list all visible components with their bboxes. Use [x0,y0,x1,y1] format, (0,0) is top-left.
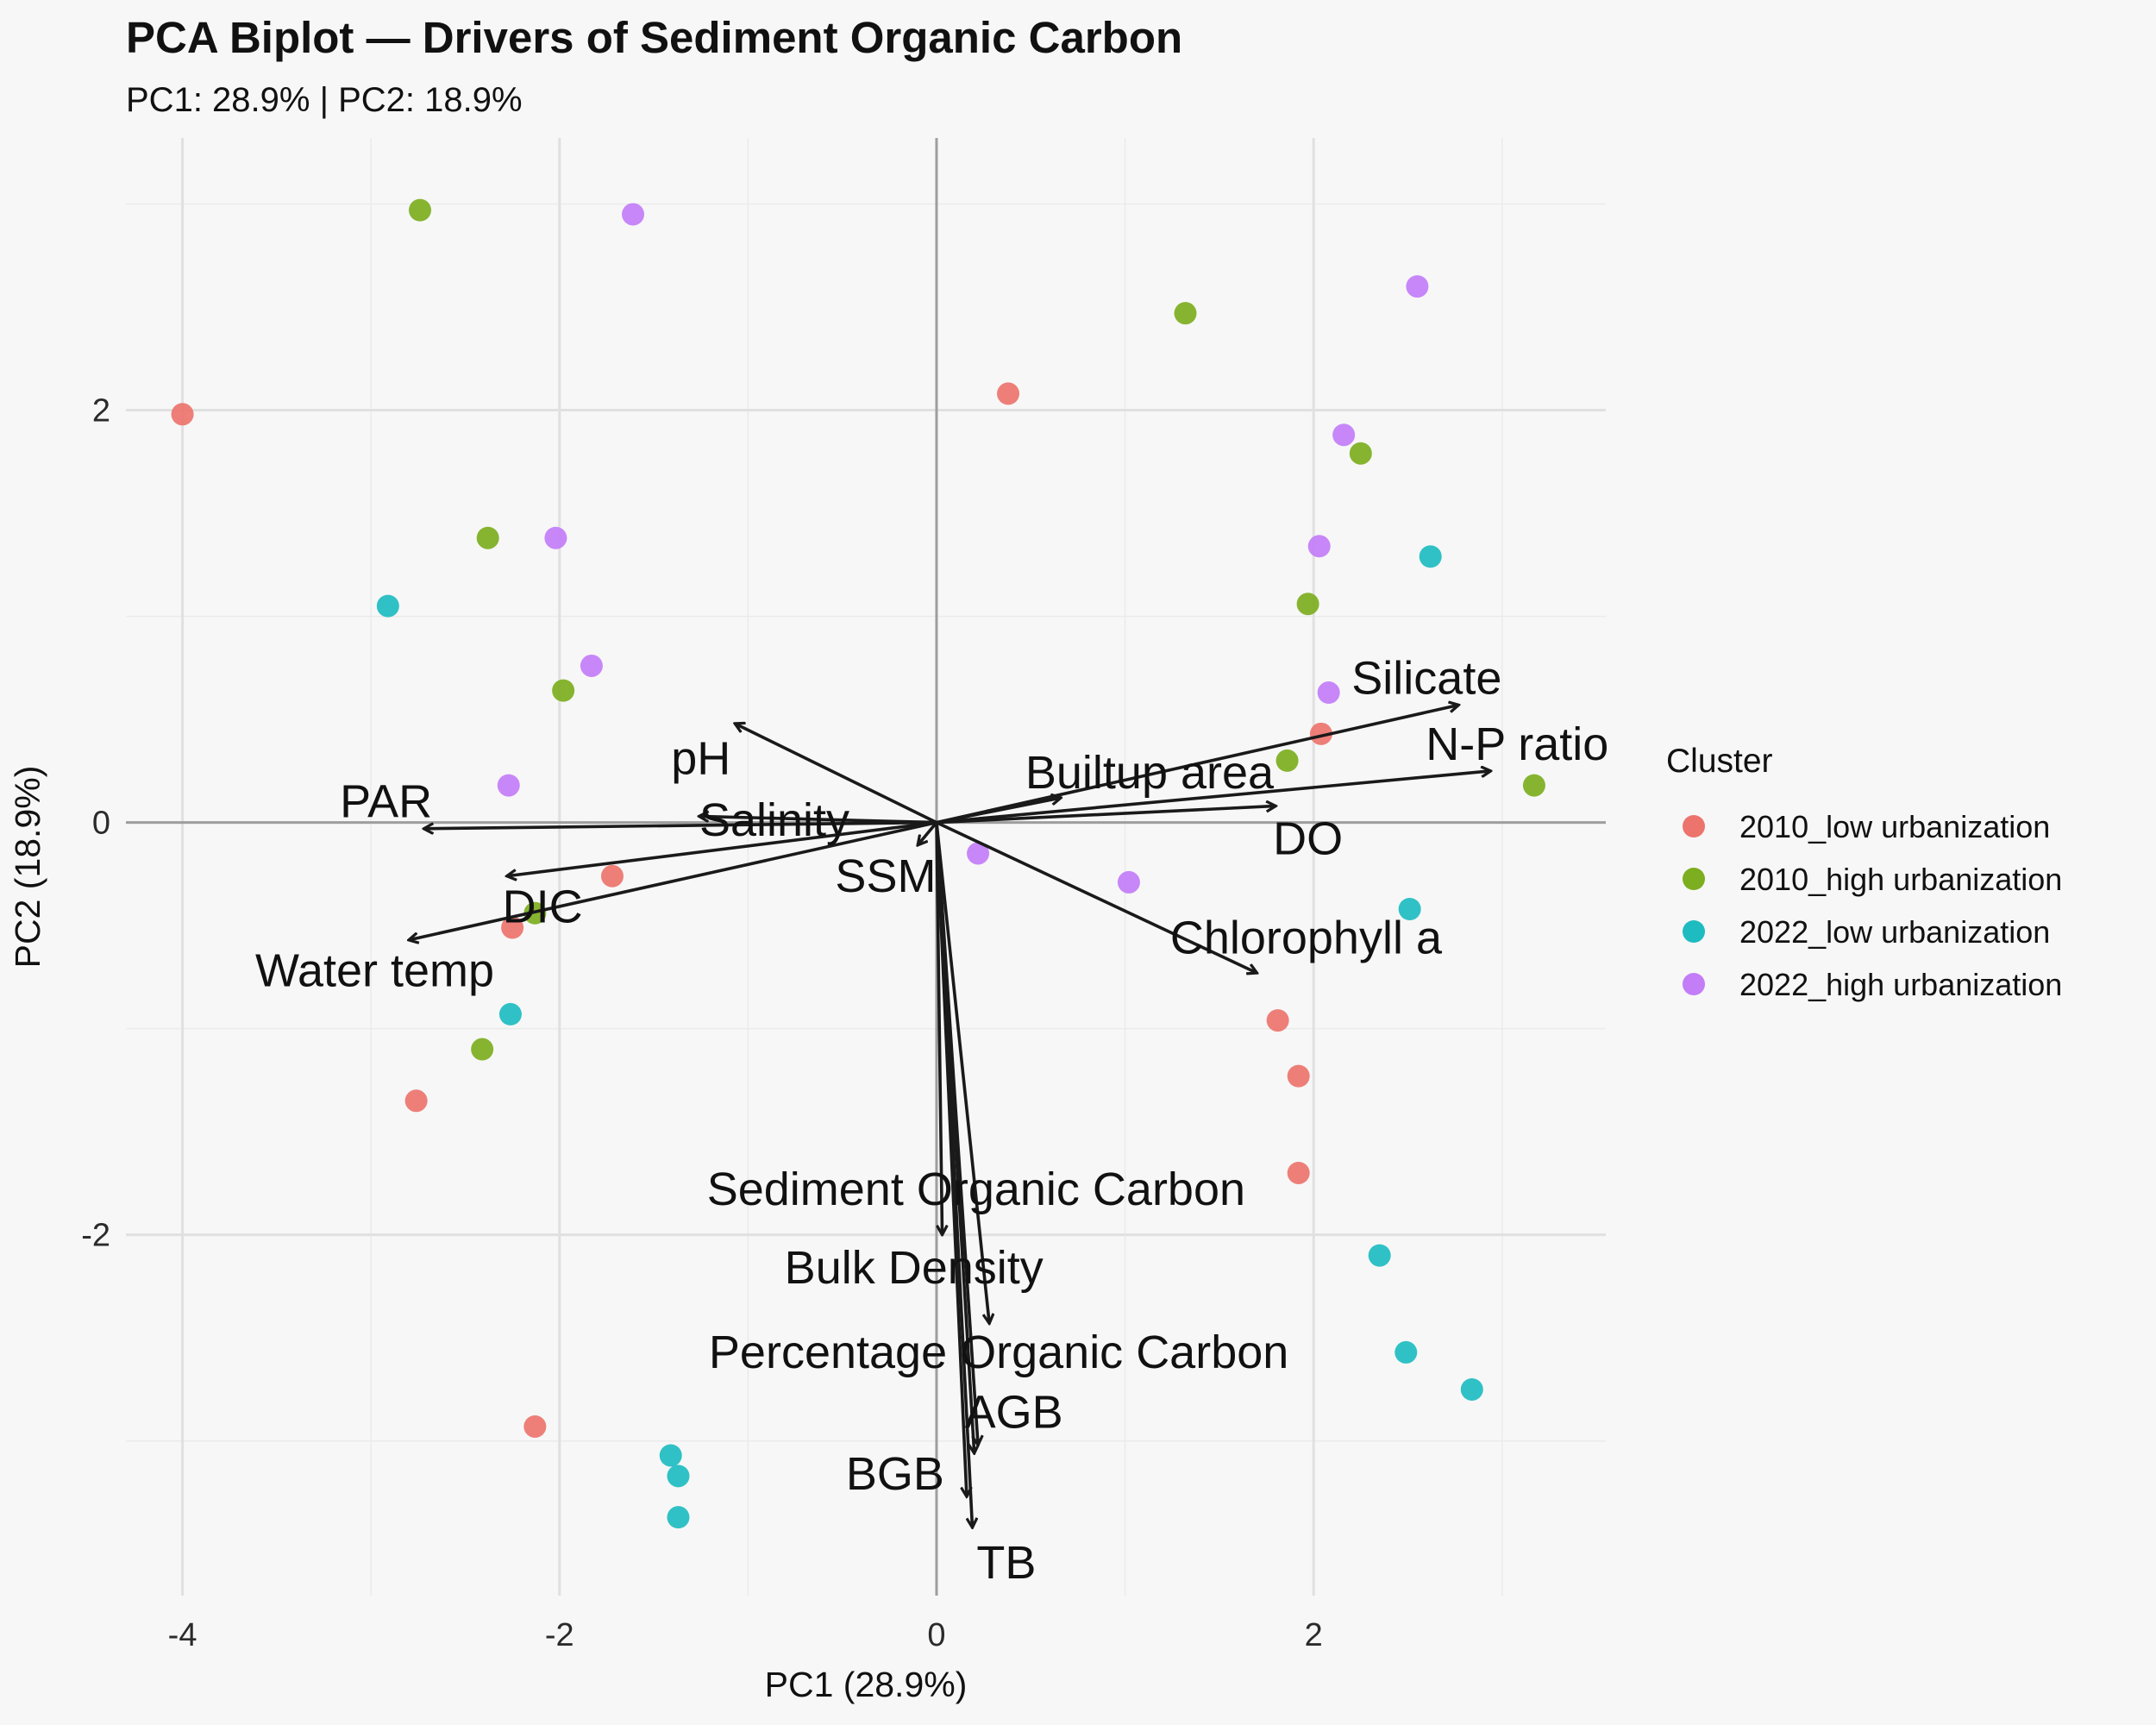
legend-swatch [1683,868,1705,890]
loading-label: Builtup area [1025,747,1275,799]
score-point [1349,442,1372,465]
score-point [409,198,432,222]
loading-arrow [935,822,989,1324]
chart-subtitle: PC1: 28.9% | PC2: 18.9% [126,81,523,119]
score-point [523,1414,547,1438]
loading-arrow [936,771,1491,825]
x-axis-title: PC1 (28.9%) [765,1665,968,1704]
loading-label: AGB [965,1386,1063,1438]
score-point [1398,898,1421,921]
score-point [1368,1244,1391,1267]
score-point [497,774,520,797]
score-point [1460,1377,1483,1401]
loading-label: Salinity [699,794,849,846]
score-point [600,864,624,888]
score-point [404,1089,428,1113]
score-point [1419,545,1442,568]
legend-swatch [1683,815,1705,837]
score-point [1266,1009,1289,1032]
score-point [476,526,499,549]
score-point [1117,870,1140,894]
score-point [580,654,603,677]
y-axis-title: PC2 (18.9%) [8,766,47,969]
loading-label: Percentage Organic Carbon [709,1327,1288,1378]
loading-label: Chlorophyll a [1170,912,1443,963]
loading-arrow [918,821,938,845]
legend-label: 2010_low urbanization [1739,809,2050,844]
loading-arrow [936,705,1459,825]
score-point [997,382,1020,405]
loading-label: Sediment Organic Carbon [707,1164,1245,1215]
score-point [667,1465,690,1488]
score-point [498,1002,522,1026]
score-point [501,916,524,939]
score-point [1287,1161,1310,1184]
loading-arrow [936,820,1257,973]
legend-title: Cluster [1666,743,1773,780]
loading-label: Bulk Density [785,1242,1044,1294]
legend-label: 2022_high urbanization [1739,967,2062,1002]
loading-arrow [735,724,937,825]
legend-label: 2022_low urbanization [1739,914,2050,950]
loading-label: Silicate [1351,652,1501,704]
legend: Cluster 2010_low urbanization 2010_high u… [1666,743,2062,1002]
loading-label: DIC [503,881,583,933]
y-tick-label: 2 [92,393,110,430]
loading-label: pH [671,733,730,785]
loading-arrow [935,822,943,1235]
score-point [1275,749,1299,772]
score-point [471,1038,494,1061]
score-point [1317,681,1340,705]
score-point [1522,774,1545,797]
y-tick-label: 0 [92,806,110,842]
score-point [622,203,645,226]
x-tick-label: -2 [545,1617,574,1653]
scores [171,198,1545,1529]
score-point [376,594,399,618]
score-point [1296,593,1319,616]
loading-arrow [507,820,937,876]
x-tick-label: 0 [927,1617,945,1653]
score-point [552,679,575,702]
x-tick-label: -4 [168,1617,197,1653]
score-point [967,842,990,865]
loading-label: PAR [340,776,432,828]
score-point [1406,275,1429,298]
loading-label: SSM [835,850,936,902]
score-point [1287,1064,1310,1088]
chart-title: PCA Biplot — Drivers of Sediment Organic… [126,13,1183,62]
loading-arrow [936,798,1061,825]
loadings [409,705,1491,1527]
loading-arrow [935,822,973,1528]
loading-arrow [936,806,1275,825]
axis-ticks: -4 -2 0 2 -2 0 2 [81,393,1323,1653]
legend-label: 2010_high urbanization [1739,862,2062,897]
score-point [544,526,567,549]
legend-swatch [1683,973,1705,995]
score-point [1307,535,1331,558]
score-point [667,1506,690,1529]
loading-label: BGB [846,1448,944,1500]
score-point [171,403,194,426]
score-point [1309,722,1332,745]
score-point [1174,302,1197,325]
loading-label: TB [976,1537,1036,1589]
score-point [659,1444,682,1467]
x-tick-label: 2 [1305,1617,1323,1653]
loading-label: DO [1273,813,1343,865]
legend-swatch [1683,920,1705,943]
loading-arrow [423,820,937,829]
loading-label: Water temp [255,945,494,997]
loading-label: N-P ratio [1426,718,1608,770]
y-tick-label: -2 [81,1218,110,1254]
score-point [1332,423,1356,447]
loading-labels: Silicate N-P ratio Builtup area DO Chlorophy… [255,652,1608,1588]
loading-arrow [409,820,937,940]
score-point [1395,1340,1418,1364]
